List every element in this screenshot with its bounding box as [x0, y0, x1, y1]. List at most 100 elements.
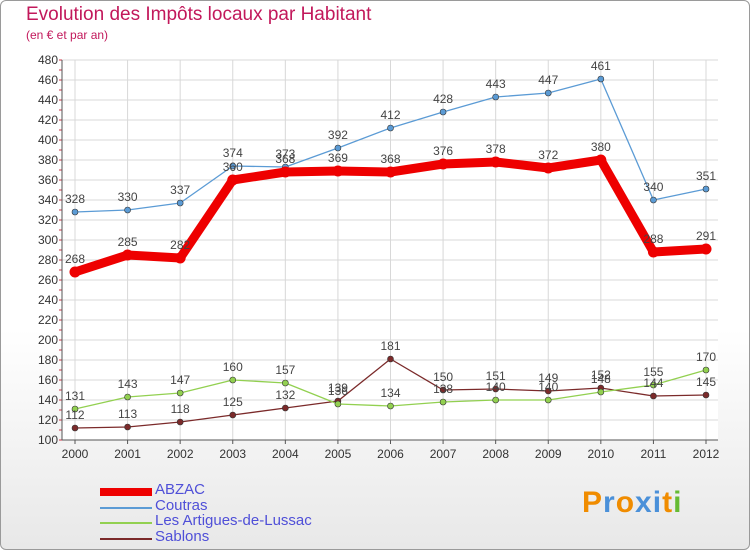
data-label: 131	[65, 389, 85, 403]
data-label: 412	[380, 108, 400, 122]
data-label: 368	[380, 152, 400, 166]
x-tick-label: 2002	[167, 447, 194, 461]
data-label: 147	[170, 373, 190, 387]
x-tick-label: 2006	[377, 447, 404, 461]
data-point	[492, 385, 499, 393]
y-tick-label: 140	[38, 393, 58, 407]
data-label: 112	[65, 408, 84, 422]
data-point	[544, 89, 552, 97]
y-tick-label: 340	[38, 193, 58, 207]
data-label: 291	[696, 229, 716, 243]
data-point	[439, 386, 447, 394]
x-tick-label: 2003	[219, 447, 246, 461]
x-tick-label: 2012	[693, 447, 720, 461]
data-label: 378	[486, 142, 506, 156]
logo-letter: x	[635, 486, 653, 519]
y-tick-label: 480	[38, 53, 58, 67]
data-point	[650, 196, 657, 204]
data-label: 443	[486, 77, 506, 91]
x-tick-label: 2008	[482, 447, 509, 461]
data-point	[647, 246, 659, 258]
y-tick-label: 380	[38, 153, 58, 167]
legend-swatch-coutras	[100, 507, 152, 509]
y-tick-label: 360	[38, 173, 58, 187]
data-point	[334, 144, 342, 152]
data-point	[71, 208, 79, 216]
logo-letter: r	[603, 486, 616, 519]
data-label: 360	[223, 160, 243, 174]
data-point	[229, 376, 237, 384]
data-point	[229, 411, 237, 419]
data-label: 372	[538, 148, 558, 162]
data-label: 285	[118, 235, 138, 249]
data-label: 369	[328, 151, 348, 165]
data-label: 170	[696, 350, 716, 364]
data-point	[595, 154, 607, 166]
data-label: 140	[538, 380, 558, 394]
data-point	[124, 423, 131, 431]
y-tick-label: 420	[38, 113, 58, 127]
data-label: 145	[696, 375, 716, 389]
data-point	[650, 392, 657, 400]
y-tick-label: 320	[38, 213, 58, 227]
data-point	[176, 418, 184, 426]
data-label: 374	[223, 146, 243, 160]
logo-letter: P	[582, 486, 604, 519]
data-point	[439, 398, 447, 406]
y-tick-label: 440	[38, 93, 58, 107]
data-point	[437, 158, 449, 170]
y-tick-label: 220	[38, 313, 58, 327]
y-tick-label: 260	[38, 273, 58, 287]
data-label: 151	[486, 369, 506, 383]
data-point	[597, 388, 605, 396]
legend-swatch-abzac	[100, 488, 152, 496]
y-tick-label: 300	[38, 233, 58, 247]
data-label: 328	[65, 192, 85, 206]
data-point	[387, 124, 394, 132]
data-label: 140	[486, 380, 506, 394]
logo-letter: i	[652, 486, 663, 519]
data-label: 428	[433, 92, 453, 106]
data-point	[387, 355, 394, 363]
y-tick-label: 160	[38, 373, 58, 387]
data-label: 282	[170, 238, 190, 252]
proxiti-logo: Proxiti	[582, 486, 682, 520]
data-point	[702, 391, 710, 399]
legend-label-coutras: Coutras	[155, 497, 208, 514]
chart-title: Evolution des Impôts locaux par Habitant	[26, 4, 372, 25]
x-tick-label: 2005	[325, 447, 352, 461]
legend-label-abzac: ABZAC	[155, 481, 206, 498]
data-point	[124, 393, 131, 401]
data-label: 157	[275, 363, 295, 377]
logo-letter: i	[673, 486, 683, 519]
data-label: 461	[591, 59, 611, 73]
data-label: 134	[380, 386, 400, 400]
data-label: 330	[118, 190, 138, 204]
legend-swatch-les-artigues	[100, 522, 152, 524]
logo-letter: o	[615, 486, 636, 519]
data-point	[387, 402, 394, 410]
x-tick-label: 2007	[430, 447, 457, 461]
data-point	[597, 75, 605, 83]
data-point	[702, 185, 710, 193]
data-label: 148	[591, 372, 611, 386]
data-point	[174, 252, 186, 264]
y-tick-label: 280	[38, 253, 58, 267]
data-point	[176, 199, 184, 207]
chart-subtitle: (en € et par an)	[26, 28, 109, 42]
data-label: 144	[643, 376, 663, 390]
y-tick-label: 120	[38, 413, 58, 427]
data-label: 155	[643, 365, 663, 379]
y-tick-label: 100	[38, 433, 58, 447]
data-point	[542, 162, 554, 174]
data-label: 268	[65, 252, 85, 266]
data-point	[124, 206, 131, 214]
data-point	[334, 400, 342, 408]
data-label: 288	[643, 232, 663, 246]
data-label: 337	[170, 183, 190, 197]
data-label: 340	[643, 180, 663, 194]
data-label: 150	[433, 370, 453, 384]
data-label: 136	[328, 384, 348, 398]
data-label: 447	[538, 73, 558, 87]
